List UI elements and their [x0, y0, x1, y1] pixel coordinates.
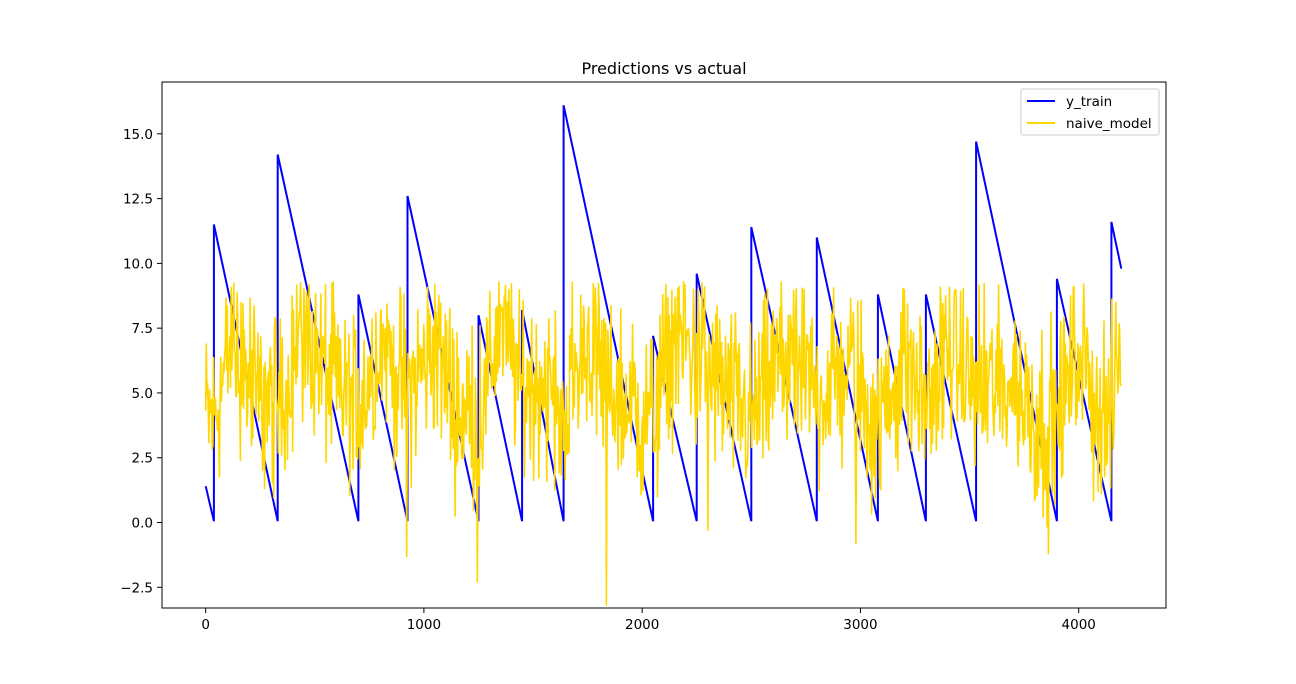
legend: y_train naive_model — [1020, 88, 1160, 136]
y-tick-label: 10.0 — [123, 256, 153, 272]
plot-frame — [161, 81, 1167, 609]
y-tick-label: 2.5 — [132, 451, 153, 467]
legend-frame — [1020, 88, 1160, 136]
y-axis: −2.5 0.0 2.5 5.0 7.5 10.0 12.5 15.0 — [120, 127, 162, 596]
y-tick-label: 5.0 — [132, 386, 153, 402]
plot-area — [161, 81, 1167, 609]
x-tick-label: 0 — [201, 617, 210, 633]
x-axis: 0 1000 2000 3000 4000 — [201, 608, 1096, 633]
y-tick-label: 15.0 — [123, 127, 153, 143]
legend-label-y-train: y_train — [1066, 94, 1112, 110]
series-line-naive-model — [204, 280, 1122, 607]
series-layer — [204, 105, 1123, 607]
y-tick-label: 7.5 — [132, 321, 153, 337]
y-tick-label: 0.0 — [132, 515, 153, 531]
chart-title: Predictions vs actual — [581, 59, 746, 78]
legend-label-naive-model: naive_model — [1066, 116, 1152, 132]
x-tick-label: 4000 — [1062, 617, 1096, 633]
x-tick-label: 1000 — [407, 617, 441, 633]
y-tick-label: −2.5 — [120, 580, 153, 596]
x-tick-label: 3000 — [843, 617, 877, 633]
y-tick-label: 12.5 — [123, 192, 153, 208]
x-tick-label: 2000 — [625, 617, 659, 633]
